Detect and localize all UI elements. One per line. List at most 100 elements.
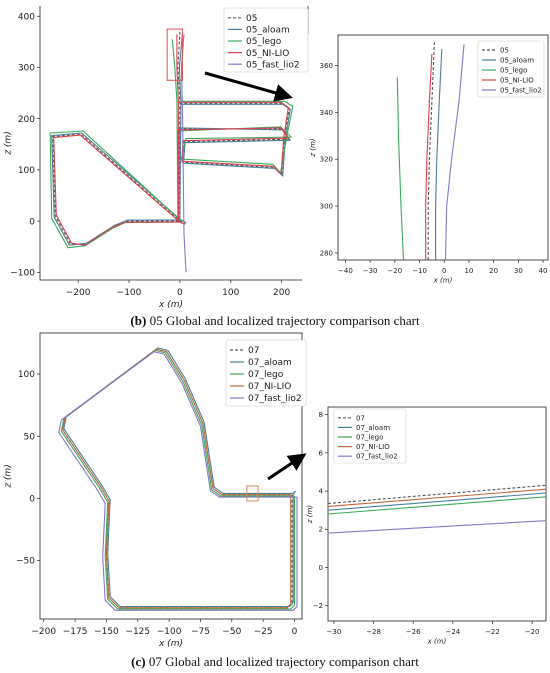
x-tick-label: −40 — [338, 267, 353, 275]
y-tick-label: 2 — [319, 526, 323, 534]
zoom-box — [166, 28, 183, 81]
y-axis-label: z (m) — [306, 505, 314, 524]
y-tick-label: −2 — [313, 602, 323, 610]
y-tick-label: 280 — [320, 249, 333, 257]
legend-label: 05_fast_lio2 — [500, 86, 542, 94]
legend-label: 05_lego — [500, 66, 527, 74]
series-line-07-ni-lio — [62, 348, 292, 609]
legend-label: 07_NI-LIO — [248, 382, 291, 392]
y-tick-label: 100 — [18, 370, 35, 380]
y-tick-label: 340 — [320, 109, 333, 117]
y-tick-label: 8 — [319, 411, 323, 419]
x-tick-label: −30 — [363, 267, 378, 275]
x-tick-label: 200 — [273, 288, 290, 298]
y-axis-label: z (m) — [309, 138, 317, 157]
caption-05: (b) 05 Global and localized trajectory c… — [0, 313, 550, 329]
x-tick-label: 20 — [489, 267, 498, 275]
x-tick-label: −150 — [94, 627, 119, 637]
x-tick-label: 0 — [177, 288, 183, 298]
axes-frame — [39, 332, 303, 620]
caption-07: (c) 07 Global and localized trajectory c… — [0, 654, 550, 670]
x-tick-label: 0 — [442, 267, 446, 275]
caption-05-letter: (b) — [130, 313, 147, 328]
y-tick-label: 100 — [18, 166, 35, 176]
series-line-05-ni-lio — [53, 34, 289, 246]
legend-label: 07_aloam — [356, 424, 390, 432]
x-tick-label: −10 — [412, 267, 427, 275]
series-line-07 — [328, 484, 546, 505]
legend-label: 07 — [248, 346, 259, 356]
legend-label: 07_fast_lio2 — [356, 453, 398, 461]
y-tick-label: 4 — [319, 488, 324, 496]
series-line-05-aloam — [51, 34, 291, 246]
x-tick-label: −20 — [525, 628, 540, 636]
zoom-arrow — [204, 71, 293, 102]
series-line-05-lego — [396, 77, 405, 260]
series-line-07-fast-lio2 — [328, 520, 546, 534]
y-tick-label: 6 — [319, 449, 324, 457]
x-axis-label: x (m) — [158, 639, 183, 649]
legend-box — [225, 339, 307, 407]
zoom-arrow — [267, 453, 307, 481]
x-tick-label: −200 — [66, 288, 91, 298]
series-line-07-lego — [60, 349, 296, 610]
legend-label: 07_NI-LIO — [356, 443, 390, 451]
y-tick-label: 50 — [24, 432, 36, 442]
axes-frame — [39, 6, 302, 281]
x-tick-label: 10 — [464, 267, 473, 275]
y-tick-label: 360 — [320, 62, 333, 70]
x-tick-label: −125 — [125, 627, 150, 637]
x-tick-label: −200 — [31, 627, 56, 637]
y-axis-label: z (m) — [3, 131, 13, 155]
legend-label: 05_NI-LIO — [246, 49, 289, 59]
y-tick-label: 300 — [320, 203, 333, 211]
legend-label: 05 — [500, 46, 509, 54]
legend-label: 05_NI-LIO — [500, 76, 534, 84]
legend-box — [333, 408, 407, 464]
legend-label: 05_fast_lio2 — [246, 60, 300, 70]
legend-label: 05 — [246, 14, 257, 24]
x-tick-label: −22 — [485, 628, 500, 636]
y-tick-label: 0 — [29, 217, 35, 227]
series-line-05-aloam — [435, 49, 443, 260]
x-axis-label: x (m) — [427, 638, 447, 646]
x-tick-label: −26 — [406, 628, 421, 636]
y-tick-label: 320 — [320, 156, 333, 164]
x-tick-label: −100 — [157, 627, 182, 637]
x-tick-label: 0 — [292, 627, 298, 637]
x-tick-label: 30 — [514, 267, 523, 275]
legend-box — [223, 7, 309, 73]
x-tick-label: −100 — [117, 288, 142, 298]
x-tick-label: −50 — [222, 627, 241, 637]
legend-label: 07_lego — [356, 433, 383, 441]
x-tick-label: −25 — [254, 627, 273, 637]
y-tick-label: 300 — [18, 64, 35, 74]
series-line-05-fast-lio2 — [444, 44, 465, 260]
x-tick-label: −20 — [387, 267, 402, 275]
zoom-box — [246, 485, 259, 502]
legend-label: 05_aloam — [500, 56, 534, 64]
y-tick-label: 400 — [18, 12, 35, 22]
series-line-07-ni-lio — [328, 488, 546, 507]
legend-label: 07_lego — [248, 370, 284, 380]
series-line-05 — [427, 41, 435, 260]
y-tick-label: −50 — [16, 557, 35, 567]
x-tick-label: −28 — [366, 628, 381, 636]
series-line-07-aloam — [328, 492, 546, 511]
x-tick-label: −24 — [445, 628, 460, 636]
y-axis-label: z (m) — [3, 464, 13, 488]
x-tick-label: 100 — [222, 288, 239, 298]
legend-label: 05_aloam — [246, 26, 290, 36]
x-axis-label: x (m) — [158, 300, 183, 310]
x-tick-label: −75 — [191, 627, 210, 637]
series-line-05-ni-lio — [425, 53, 433, 260]
x-tick-label: 40 — [539, 267, 548, 275]
series-line-07-lego — [328, 496, 546, 515]
y-tick-label: −100 — [10, 268, 35, 278]
legend-label: 05_lego — [246, 37, 282, 47]
x-axis-label: x (m) — [433, 277, 453, 285]
caption-05-text: 05 Global and localized trajectory compa… — [146, 313, 420, 328]
y-tick-label: 0 — [319, 564, 323, 572]
legend-label: 07 — [356, 414, 365, 422]
